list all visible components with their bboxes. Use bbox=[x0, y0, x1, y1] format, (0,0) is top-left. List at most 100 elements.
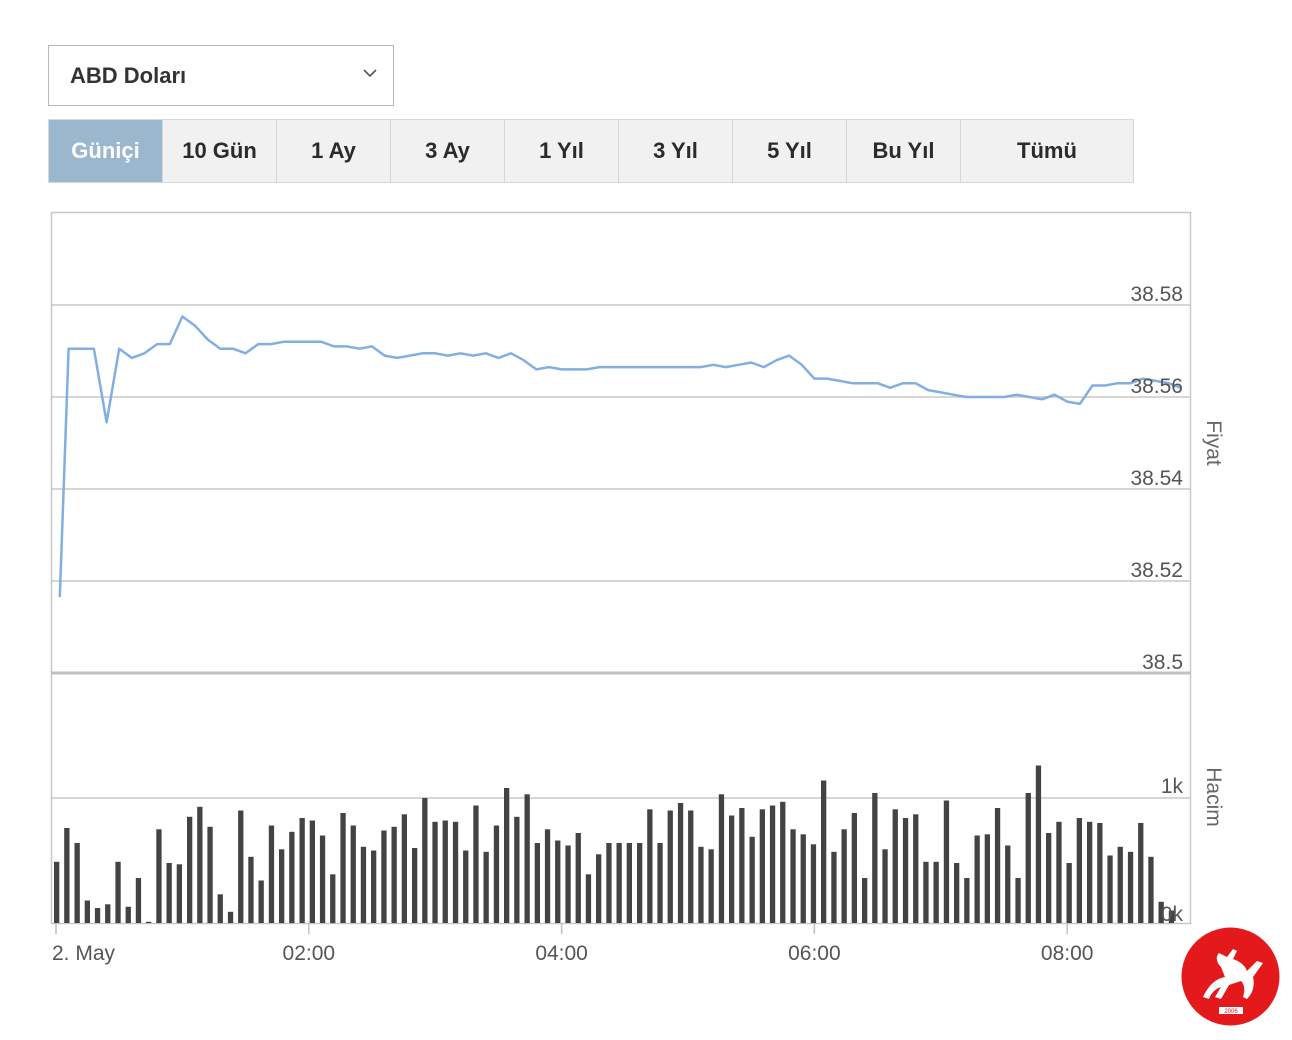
volume-bar bbox=[483, 851, 489, 924]
volume-bar bbox=[94, 908, 101, 923]
volume-bar bbox=[596, 854, 602, 924]
tab-this-year[interactable]: Bu Yıl bbox=[847, 120, 961, 182]
x-tick-label: 08:00 bbox=[1041, 942, 1094, 965]
volume-bar bbox=[473, 805, 479, 923]
volume-bar bbox=[688, 810, 694, 923]
volume-bar bbox=[657, 843, 663, 923]
volume-bar bbox=[125, 906, 131, 924]
volume-bar bbox=[882, 849, 888, 924]
volume-bar bbox=[64, 828, 70, 923]
volume-bar bbox=[1056, 821, 1062, 924]
volume-bar bbox=[371, 850, 377, 923]
volume-bar bbox=[984, 834, 990, 924]
volume-bar bbox=[330, 874, 336, 924]
currency-select-value: ABD Doları bbox=[70, 62, 187, 88]
volume-bar bbox=[800, 834, 806, 924]
volume-bar bbox=[319, 835, 326, 923]
volume-bar bbox=[115, 861, 121, 924]
volume-bar bbox=[708, 849, 714, 924]
tab-3-years[interactable]: 3 Yıl bbox=[619, 120, 733, 182]
tab-10-days[interactable]: 10 Gün bbox=[163, 120, 277, 182]
volume-bar bbox=[769, 805, 776, 923]
volume-bar bbox=[759, 809, 765, 924]
x-tick-label: 2. May bbox=[52, 942, 116, 965]
volume-bar bbox=[197, 806, 203, 924]
volume-bar bbox=[647, 809, 653, 924]
volume-tick-label: 0k bbox=[1161, 903, 1184, 926]
volume-bar bbox=[902, 818, 909, 923]
volume-bar bbox=[1087, 821, 1093, 924]
volume-bar bbox=[54, 861, 60, 924]
volume-bar bbox=[401, 814, 407, 924]
volume-bar bbox=[463, 850, 469, 923]
volume-bar bbox=[790, 829, 796, 924]
volume-bar bbox=[943, 800, 950, 923]
volume-bar bbox=[176, 864, 182, 924]
volume-bar bbox=[309, 820, 315, 923]
volume-bar bbox=[964, 878, 970, 923]
volume-bar bbox=[258, 880, 264, 923]
volume-bar bbox=[279, 849, 285, 924]
tab-5-years[interactable]: 5 Yıl bbox=[733, 120, 847, 182]
tab-1-month[interactable]: 1 Ay bbox=[277, 120, 391, 182]
currency-select[interactable]: ABD Doları bbox=[48, 45, 394, 106]
price-tick-label: 38.56 bbox=[1130, 375, 1183, 398]
volume-bar bbox=[207, 826, 213, 924]
volume-bar bbox=[994, 808, 1001, 923]
volume-tick-label: 1k bbox=[1161, 775, 1184, 798]
volume-bar bbox=[514, 816, 520, 924]
volume-bar bbox=[74, 843, 80, 923]
volume-bar bbox=[452, 821, 459, 924]
horse-rider-logo-icon: 2006 bbox=[1181, 927, 1280, 1026]
tab-intraday[interactable]: Güniçi bbox=[49, 120, 163, 182]
volume-bar bbox=[524, 794, 530, 924]
volume-bar bbox=[248, 856, 254, 924]
volume-bar bbox=[841, 829, 847, 924]
volume-bar bbox=[831, 851, 837, 924]
tab-3-months[interactable]: 3 Ay bbox=[391, 120, 505, 182]
tab-all[interactable]: Tümü bbox=[961, 120, 1133, 182]
price-series-line bbox=[58, 315, 1182, 598]
volume-bar bbox=[749, 836, 755, 924]
volume-bar bbox=[780, 801, 786, 924]
x-tick-label: 06:00 bbox=[788, 942, 841, 965]
volume-bar bbox=[974, 835, 980, 923]
volume-bar bbox=[923, 861, 929, 924]
volume-bar bbox=[892, 809, 898, 924]
volume-bar bbox=[391, 826, 397, 924]
volume-bar bbox=[677, 803, 684, 923]
volume-axis-title: Hacim bbox=[1202, 767, 1225, 827]
volume-bar bbox=[862, 878, 868, 923]
volume-bar bbox=[1025, 793, 1031, 923]
volume-bar bbox=[412, 848, 418, 923]
volume-bar bbox=[555, 840, 561, 923]
volume-bar bbox=[135, 878, 142, 923]
price-tick-label: 38.5 bbox=[1142, 651, 1183, 674]
x-tick-label: 02:00 bbox=[283, 942, 336, 965]
volume-bar bbox=[360, 846, 367, 924]
volume-bar bbox=[585, 874, 592, 924]
volume-bar bbox=[1127, 851, 1134, 924]
price-tick-label: 38.52 bbox=[1130, 559, 1183, 582]
volume-bar bbox=[1005, 845, 1011, 923]
volume-bar bbox=[493, 825, 500, 923]
volume-bar bbox=[739, 808, 745, 923]
volume-bar bbox=[851, 813, 857, 923]
chevron-down-icon bbox=[363, 69, 377, 78]
volume-bar bbox=[821, 780, 827, 923]
volume-bar bbox=[84, 900, 90, 923]
volume-bar bbox=[1107, 855, 1113, 923]
volume-bar bbox=[565, 845, 571, 923]
volume-bar bbox=[166, 863, 172, 923]
volume-bar bbox=[954, 863, 960, 923]
volume-bar bbox=[1168, 910, 1175, 923]
volume-bar bbox=[381, 830, 387, 923]
volume-bar bbox=[105, 904, 111, 924]
volume-bar bbox=[289, 831, 295, 924]
volume-bar bbox=[606, 843, 612, 923]
volume-bar bbox=[913, 814, 919, 924]
tab-1-year[interactable]: 1 Yıl bbox=[505, 120, 619, 182]
volume-bar bbox=[637, 843, 643, 923]
volume-bar bbox=[1117, 846, 1123, 924]
